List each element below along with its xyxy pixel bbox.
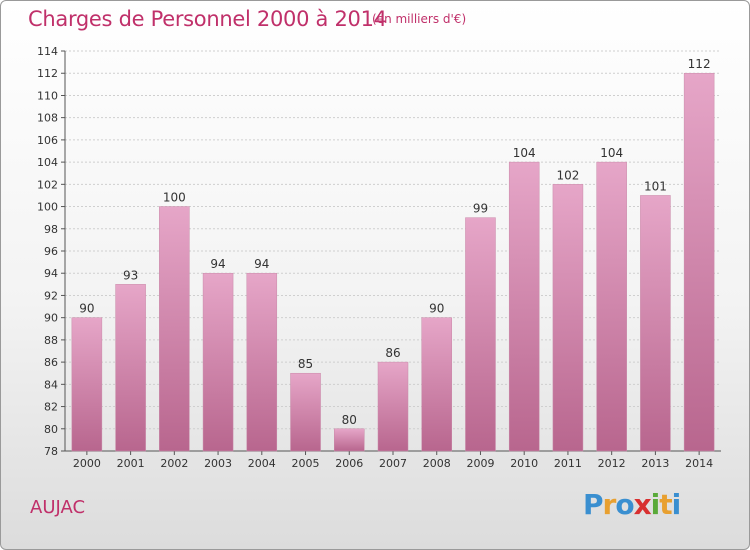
- bar: [202, 272, 234, 452]
- y-tick-label: 78: [44, 445, 58, 458]
- y-tick-label: 110: [37, 89, 58, 102]
- bar: [246, 272, 278, 452]
- bar-value-label: 112: [688, 57, 711, 71]
- logo-letter: P: [583, 488, 604, 521]
- bar: [334, 428, 365, 452]
- y-tick-label: 82: [44, 401, 58, 414]
- y-tick-label: 96: [44, 245, 58, 258]
- y-tick-label: 80: [44, 423, 58, 436]
- logo-letter: i: [650, 488, 661, 521]
- logo-letter: i: [671, 488, 682, 521]
- chart-title: Charges de Personnel 2000 à 2014: [28, 7, 387, 31]
- x-tick-label: 2012: [598, 457, 626, 470]
- bar: [115, 284, 146, 452]
- bar-value-label: 104: [513, 146, 536, 160]
- bar: [465, 217, 496, 452]
- bar-value-label: 93: [123, 268, 138, 282]
- x-tick-label: 2009: [466, 457, 494, 470]
- bar: [421, 317, 452, 452]
- y-tick-label: 98: [44, 223, 58, 236]
- bar-value-label: 94: [210, 257, 225, 271]
- logo-letter: o: [615, 488, 634, 521]
- x-tick-label: 2008: [423, 457, 451, 470]
- logo-letter: r: [602, 488, 617, 521]
- x-tick-label: 2004: [248, 457, 276, 470]
- y-tick-label: 112: [37, 67, 58, 80]
- x-tick-label: 2002: [160, 457, 188, 470]
- bar-value-label: 99: [473, 202, 488, 216]
- y-tick-label: 94: [44, 267, 58, 280]
- bar: [508, 161, 540, 452]
- x-tick-label: 2000: [73, 457, 101, 470]
- bar: [290, 372, 321, 452]
- bar: [159, 206, 190, 452]
- bar-value-label: 90: [79, 302, 94, 316]
- bar: [640, 195, 671, 452]
- y-tick-label: 106: [37, 134, 58, 147]
- x-tick-label: 2011: [554, 457, 582, 470]
- y-tick-label: 102: [37, 178, 58, 191]
- bar: [71, 317, 103, 452]
- bar-value-label: 90: [429, 302, 444, 316]
- bar: [683, 72, 715, 452]
- bar-value-label: 102: [556, 168, 579, 182]
- bar-value-label: 80: [342, 413, 357, 427]
- y-tick-label: 114: [37, 45, 58, 58]
- bars: [71, 72, 715, 452]
- x-tick-label: 2013: [641, 457, 669, 470]
- labels: 78 80 82 84 86 88 90 92 94 96 98 100 102 104 106 108 110…: [37, 45, 713, 470]
- bar-value-label: 104: [600, 146, 623, 160]
- bar-value-label: 94: [254, 257, 269, 271]
- logo-letter: t: [659, 488, 672, 521]
- y-tick-label: 108: [37, 112, 58, 125]
- logo-letter: x: [633, 488, 652, 521]
- x-tick-label: 2014: [685, 457, 713, 470]
- x-tick-label: 2010: [510, 457, 538, 470]
- x-tick-label: 2003: [204, 457, 232, 470]
- bar-value-label: 85: [298, 357, 313, 371]
- x-tick-label: 2005: [292, 457, 320, 470]
- y-tick-label: 100: [37, 201, 58, 214]
- y-tick-label: 92: [44, 289, 58, 302]
- chart-subtitle: (en milliers d'€): [372, 12, 467, 26]
- bar: [552, 184, 584, 452]
- proxiti-logo[interactable]: Proxiti: [583, 488, 682, 521]
- bar: [377, 361, 409, 452]
- y-tick-label: 88: [44, 334, 58, 347]
- y-tick-label: 84: [44, 378, 58, 391]
- y-tick-label: 86: [44, 356, 58, 369]
- y-tick-label: 90: [44, 312, 58, 325]
- bar-value-label: 101: [644, 179, 667, 193]
- x-tick-label: 2001: [117, 457, 145, 470]
- bar-value-label: 100: [163, 191, 186, 205]
- commune-name: AUJAC: [30, 497, 86, 518]
- y-tick-label: 104: [37, 156, 58, 169]
- bar-value-label: 86: [385, 346, 400, 360]
- x-tick-label: 2007: [379, 457, 407, 470]
- x-tick-label: 2006: [335, 457, 363, 470]
- bar: [596, 161, 627, 452]
